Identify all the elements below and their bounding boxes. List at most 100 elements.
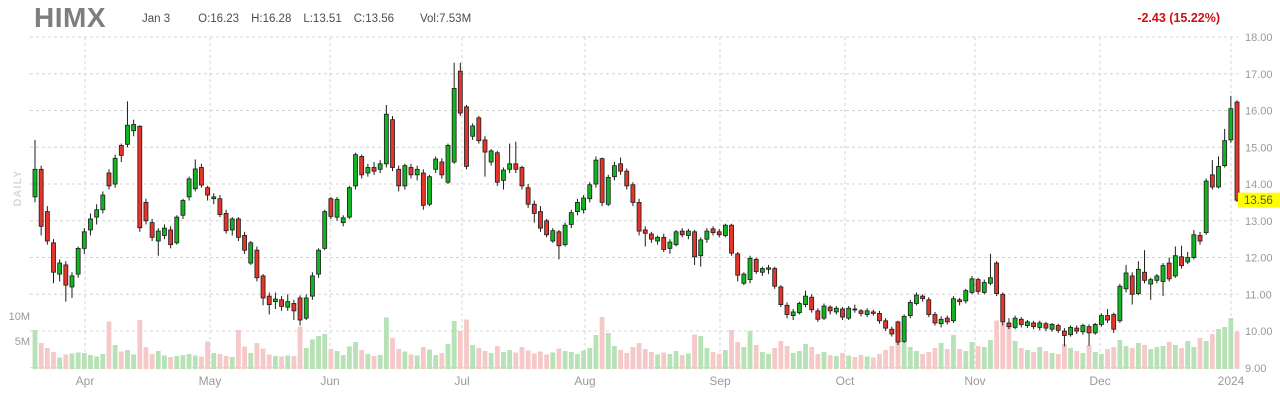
- volume-bar: [722, 350, 728, 369]
- volume-bar: [457, 331, 463, 369]
- candle: [883, 320, 889, 329]
- candle: [464, 106, 469, 167]
- volume-bar: [236, 330, 241, 369]
- month-label: Oct: [836, 374, 855, 388]
- open-value: O:16.23: [198, 13, 240, 25]
- volume-bar: [833, 356, 839, 369]
- candle: [211, 196, 217, 200]
- candle: [340, 217, 346, 224]
- volume-bar: [371, 356, 377, 369]
- volume-bar: [1185, 341, 1191, 369]
- volume-bar: [1172, 345, 1178, 369]
- volume-bar: [427, 349, 432, 369]
- candle: [328, 198, 334, 217]
- volume-bar: [346, 346, 352, 369]
- volume-bar: [1111, 347, 1117, 369]
- candle: [1098, 315, 1104, 325]
- volume-axis-label-10m: 10M: [8, 311, 30, 323]
- candle: [741, 273, 747, 284]
- volume-bar: [1031, 352, 1036, 369]
- volume-bar: [704, 348, 710, 369]
- volume-bar: [963, 351, 969, 369]
- month-label: 2024: [1218, 374, 1245, 388]
- price-tick-label: 17.00: [1245, 69, 1273, 81]
- price-tick-label: 15.00: [1245, 142, 1273, 154]
- volume-bar: [155, 351, 161, 369]
- volume-bar: [914, 351, 919, 369]
- volume-bar: [1092, 352, 1098, 369]
- candle: [309, 275, 315, 297]
- candle: [1049, 324, 1055, 330]
- volume-bar: [63, 354, 69, 369]
- volume-bar: [753, 345, 759, 369]
- candle: [408, 167, 414, 176]
- volume-bar: [994, 320, 999, 369]
- volume-bar: [507, 350, 513, 369]
- last-price-tag: 13.56: [1238, 192, 1280, 208]
- month-label: Jul: [454, 374, 469, 388]
- volume-bar: [1234, 331, 1240, 369]
- volume-bar: [550, 352, 556, 369]
- candle: [1135, 268, 1141, 294]
- volume-bar: [796, 351, 802, 369]
- volume-bar: [1074, 351, 1080, 369]
- candle: [599, 158, 605, 203]
- volume-bar: [1228, 318, 1234, 369]
- volume-bar: [618, 350, 623, 369]
- volume-bar: [1062, 344, 1067, 369]
- volume-bar: [1068, 348, 1073, 369]
- volume-bar: [88, 355, 93, 369]
- volume-bar: [1037, 347, 1043, 369]
- candle: [735, 253, 741, 276]
- volume-bar: [636, 343, 642, 369]
- volume-bar: [1012, 341, 1018, 369]
- candle: [1062, 330, 1067, 336]
- candle: [1111, 314, 1117, 330]
- volume-bar: [205, 341, 210, 369]
- volume-bar: [125, 350, 130, 369]
- candle: [1117, 285, 1123, 322]
- candle: [507, 163, 513, 170]
- volume-bar: [118, 351, 124, 369]
- month-label: Aug: [574, 374, 595, 388]
- candle: [630, 184, 636, 203]
- volume-bar: [433, 355, 439, 369]
- candle: [137, 125, 143, 229]
- candle: [383, 113, 389, 165]
- candle: [975, 279, 981, 292]
- candle: [846, 307, 852, 319]
- volume-bar: [593, 335, 599, 369]
- volume-bar: [747, 331, 753, 369]
- volume-bar: [131, 354, 137, 369]
- volume-bar: [1117, 340, 1123, 369]
- volume-bar: [772, 348, 778, 369]
- volume-bar: [211, 353, 217, 369]
- candle: [63, 264, 69, 286]
- candles-layer: [32, 62, 1240, 347]
- candle: [1080, 325, 1086, 333]
- volume-bar: [1191, 347, 1197, 369]
- volume-bar: [685, 353, 691, 369]
- volume-bar: [242, 346, 247, 369]
- candle: [100, 194, 106, 211]
- candle: [827, 306, 833, 312]
- volume-bar: [840, 353, 845, 369]
- candle: [722, 224, 728, 236]
- candle: [1209, 174, 1215, 188]
- candle: [1154, 275, 1160, 281]
- volume-bar: [735, 342, 741, 369]
- volume-bar: [1025, 350, 1030, 369]
- volume-bar: [285, 355, 291, 369]
- volume-bar: [297, 326, 303, 369]
- volume-bar: [587, 348, 593, 369]
- volume-bar: [309, 339, 315, 369]
- volume-bar: [1216, 329, 1221, 369]
- volume-bar: [340, 355, 346, 369]
- volume-bar: [612, 346, 617, 369]
- volume-bar: [273, 356, 278, 369]
- volume-bar: [51, 352, 56, 369]
- candle: [69, 275, 75, 288]
- volume-bar: [981, 347, 987, 369]
- candle: [285, 301, 291, 308]
- volume-bar: [451, 321, 457, 369]
